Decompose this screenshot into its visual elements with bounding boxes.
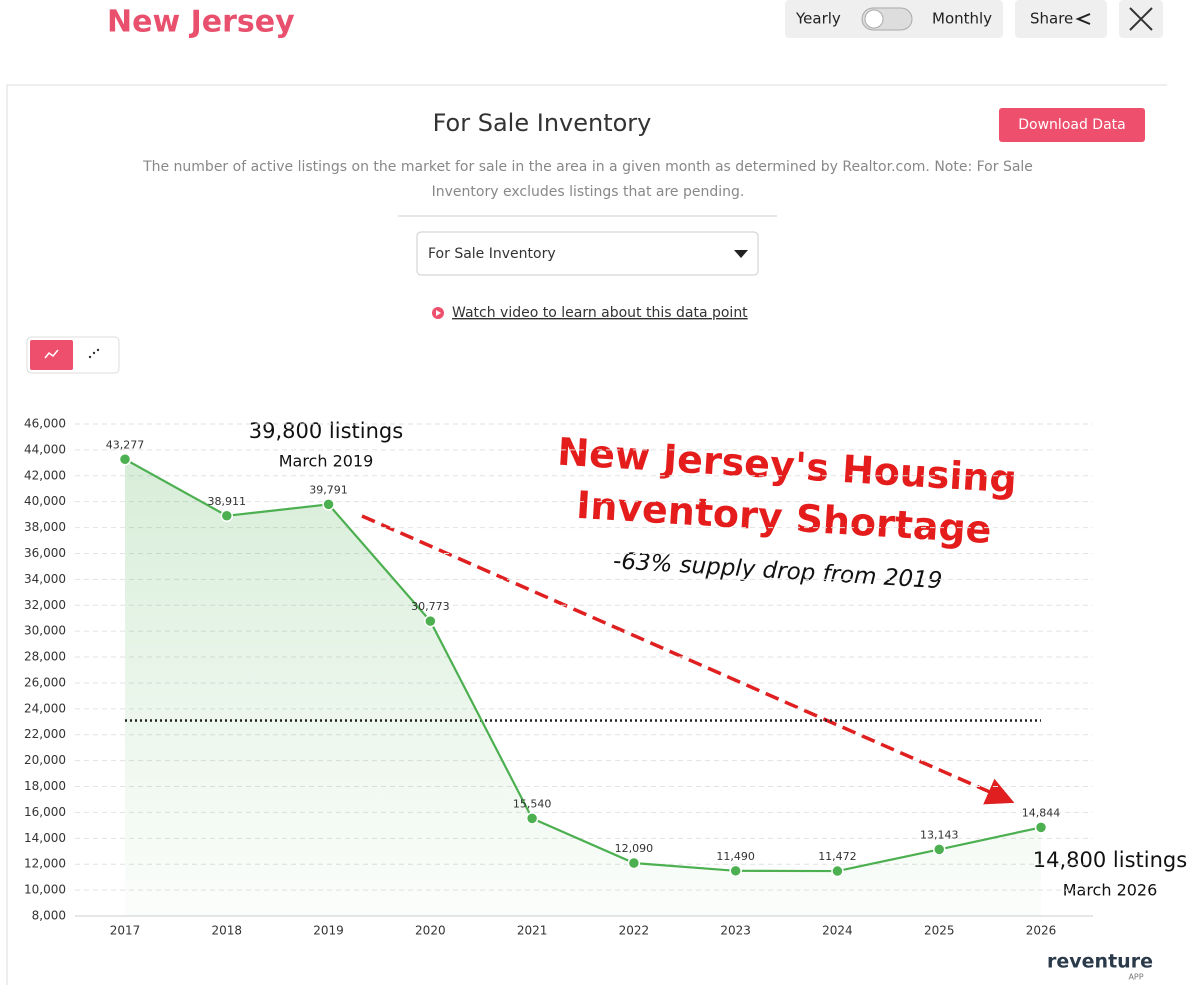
description: The number of active listings on the mar… (142, 159, 1033, 175)
y-tick-label: 18,000 (24, 779, 66, 793)
y-tick-label: 40,000 (24, 494, 66, 508)
dropdown[interactable] (416, 231, 759, 276)
y-tick-label: 20,000 (24, 753, 66, 767)
y-tick-label: 36,000 (24, 546, 66, 560)
point (424, 614, 437, 628)
value-label: 12,090 (615, 842, 654, 855)
y-tick-label: 46,000 (24, 417, 66, 431)
value-label: 43,277 (106, 438, 145, 451)
y-tick-label: 32,000 (24, 598, 66, 612)
x-tick-label: 2026 (1026, 924, 1057, 938)
y-tick-label: 28,000 (24, 650, 66, 664)
brand-tag: APP (1128, 973, 1143, 982)
point (627, 856, 641, 870)
annotation-subheadline: -63% supply drop from 2019 (612, 548, 943, 594)
share-icon (1075, 13, 1091, 25)
brand-name: reventure (1047, 951, 1153, 973)
share-button[interactable] (1015, 0, 1107, 38)
y-tick-label: 10,000 (24, 883, 66, 897)
point (932, 843, 946, 856)
annotation-end-date: March 2026 (1063, 881, 1158, 900)
point (831, 864, 844, 878)
y-tick-label: 14,000 (24, 831, 66, 845)
value-label: 30,773 (411, 600, 450, 613)
area (125, 459, 1041, 916)
x-tick-label: 2023 (720, 924, 751, 938)
scatter-style-button[interactable] (88, 348, 100, 359)
y-tick-label: 34,000 (24, 572, 66, 586)
value-label: 39,791 (309, 483, 348, 496)
video-icon-play (436, 310, 441, 316)
y-tick-label: 30,000 (24, 624, 66, 638)
trend-arrow (361, 514, 1015, 805)
download-button[interactable] (999, 108, 1145, 142)
dropdown-label: For Sale Inventory (428, 246, 556, 262)
point (322, 498, 335, 511)
y-tick-label: 44,000 (24, 442, 66, 456)
line-icon (44, 349, 59, 359)
point (118, 453, 132, 466)
point (220, 509, 234, 523)
y-tick-label: 42,000 (24, 468, 66, 482)
x-tick-label: 2020 (415, 924, 446, 938)
y-tick-label: 22,000 (24, 727, 66, 741)
download-label: Download Data (1018, 117, 1125, 133)
x-tick-label: 2017 (110, 924, 141, 938)
value-label: 11,472 (818, 850, 857, 863)
toggle-knob (864, 9, 884, 29)
point (525, 812, 539, 825)
value-label: 14,844 (1022, 806, 1061, 819)
y-tick-label: 16,000 (24, 805, 66, 819)
value-label: 13,143 (920, 828, 959, 841)
y-tick-label: 38,000 (24, 520, 66, 534)
x-tick-label: 2019 (313, 924, 344, 938)
video-link[interactable]: Watch video to learn about this data poi… (452, 305, 748, 321)
description: Inventory excludes listings that are pen… (432, 184, 745, 200)
value-label: 38,911 (208, 495, 247, 508)
x-tick-label: 2021 (517, 924, 548, 938)
headline-group: New Jersey's Housing Inventory Shortage … (556, 430, 1018, 595)
annotation-start-value: 39,800 listings (249, 419, 403, 443)
point (1034, 821, 1048, 834)
scatter-icon (92, 351, 96, 355)
scatter-icon (96, 348, 100, 352)
panel-title: For Sale Inventory (433, 109, 652, 137)
value-label: 11,490 (716, 850, 755, 863)
point (729, 864, 742, 878)
panel-border (6, 84, 1167, 985)
value-label: 15,540 (513, 797, 552, 810)
plot: 8,000 10,000 12,000 14,000 16,000 18,000 20,00… (24, 417, 1093, 938)
y-tick-label: 12,000 (24, 857, 66, 871)
y-tick-label: 8,000 (32, 909, 66, 923)
x-tick-label: 2018 (212, 924, 243, 938)
x-tick-label: 2024 (822, 924, 853, 938)
page-title: New Jersey (107, 5, 295, 40)
x-tick-label: 2025 (924, 924, 955, 938)
line (124, 458, 1042, 873)
x-tick-label: 2022 (619, 924, 650, 938)
toggle-yearly[interactable]: Yearly (795, 10, 841, 28)
share-label: Share (1030, 10, 1073, 28)
close-icon (1129, 7, 1153, 31)
y-tick-label: 26,000 (24, 675, 66, 689)
toggle-monthly[interactable]: Monthly (932, 10, 992, 28)
y-tick-label: 24,000 (24, 701, 66, 715)
annotation-start-date: March 2019 (279, 452, 374, 471)
scatter-icon (88, 355, 92, 359)
annotation-end-value: 14,800 listings (1033, 848, 1187, 872)
dropdown-caret (734, 250, 748, 258)
